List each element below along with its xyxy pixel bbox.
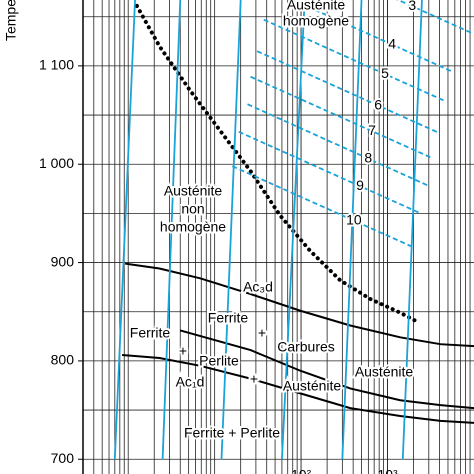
series-line: [263, 18, 447, 103]
series-line: [134, 3, 418, 323]
series-label: 4: [388, 35, 396, 51]
annotation: Ferrite: [130, 325, 171, 341]
series-line: [247, 103, 430, 187]
annotation: Austénite: [164, 183, 223, 199]
annotation: Carbures: [277, 339, 335, 355]
y-tick-label: 700: [51, 450, 75, 466]
series-line: [256, 50, 440, 134]
series-line: [341, 0, 363, 460]
series-line: [122, 354, 474, 424]
series-label: 7: [368, 122, 376, 138]
series-label: 10: [346, 211, 362, 227]
annotation: Austénite: [287, 0, 346, 13]
series-line: [179, 329, 474, 410]
series-label: 6: [374, 96, 382, 112]
grid: [83, 0, 474, 474]
annotation: Austénite: [355, 364, 414, 380]
annotation: Ac₁d: [176, 374, 205, 390]
plot-area: [113, 0, 474, 460]
series-line: [124, 262, 474, 348]
annotation: non: [181, 201, 204, 217]
y-tick-label: 1 000: [39, 155, 74, 171]
annotation: Perlite: [199, 353, 239, 369]
series-label: 3: [408, 0, 416, 13]
series-label: 5: [381, 65, 389, 81]
series-line: [401, 0, 423, 460]
x-tick-label: 10³: [377, 467, 398, 474]
series-line: [231, 165, 416, 249]
annotations: Austénite homogène Austénite non homogèn…: [128, 0, 419, 443]
annotation: Ferrite: [208, 310, 249, 326]
x-tick-label: 10²: [291, 467, 312, 474]
annotation: Austénite: [283, 378, 342, 394]
y-axis-label: Tempe: [3, 0, 19, 41]
annotation: Ac₃d: [243, 279, 273, 295]
series-label: 8: [364, 149, 372, 165]
series-line: [281, 0, 306, 460]
annotation: homogène: [160, 219, 226, 235]
series-line: [290, 0, 454, 73]
annotation: homogène: [283, 13, 349, 29]
annotation: Ferrite + Perlite: [184, 425, 280, 441]
y-tick-label: 900: [51, 253, 75, 269]
series-line: [113, 0, 136, 460]
series-line: [220, 0, 242, 460]
annotation: +: [250, 371, 258, 387]
annotation: +: [258, 325, 266, 341]
annotation: +: [179, 343, 187, 359]
axes: Tempe 700 800 900 1 000 1 100 10² 10³: [3, 0, 398, 474]
series-line: [250, 75, 434, 160]
series-line: [161, 0, 182, 460]
y-tick-label: 800: [51, 352, 75, 368]
series-label: 9: [356, 177, 364, 193]
series-line: [238, 130, 422, 215]
y-tick-label: 1 100: [39, 57, 74, 73]
